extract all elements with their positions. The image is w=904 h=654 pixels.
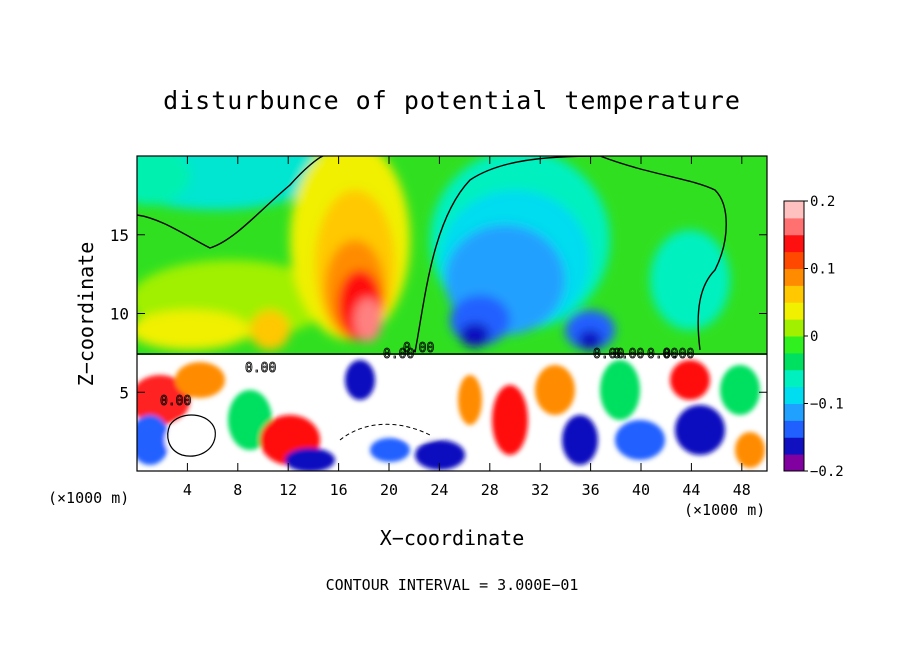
x-tick-label: 48	[733, 481, 751, 499]
contour-line	[414, 156, 727, 353]
contour-labels: 0.000.00 0.000.00 0.000.000.000.00	[160, 341, 695, 410]
x-tick-label: 24	[430, 481, 448, 499]
contour-label: 0.00	[383, 347, 414, 362]
contour-label: 0.00	[245, 361, 276, 376]
x-tick-label: 8	[233, 481, 242, 499]
contour-line	[339, 423, 431, 441]
colorbar-tick-label: −0.1	[810, 397, 844, 413]
contour-interval-note: CONTOUR INTERVAL = 3.000E−01	[325, 576, 579, 594]
y-tick-label: 15	[110, 226, 129, 245]
colorbar-swatch	[784, 352, 804, 371]
contour-label: 0.00	[403, 341, 434, 356]
colorbar-swatch	[784, 201, 804, 219]
x-tick-label: 4	[183, 481, 192, 499]
contour-label: 0.00	[613, 347, 644, 362]
colorbar-swatch	[784, 369, 804, 388]
x-tick-label: 32	[531, 481, 549, 499]
colorbar-swatch	[784, 454, 804, 472]
contour-line	[167, 414, 216, 457]
colorbar-swatch	[784, 268, 804, 286]
x-tick-label: 40	[632, 481, 650, 499]
chart-title: disturbunce of potential temperature	[163, 86, 741, 115]
contour-label: 0.00	[593, 347, 624, 362]
y-tick-label: 5	[119, 383, 129, 402]
y-axis-label: Z−coordinate	[74, 241, 98, 387]
colorbar-swatch	[784, 386, 804, 404]
x-tick-label: 12	[279, 481, 297, 499]
x-unit-left: (×1000 m)	[48, 489, 130, 507]
colorbar-swatch	[784, 420, 804, 438]
contour-line	[137, 156, 324, 249]
y-axis: 5 10 15	[110, 226, 767, 402]
colorbar-swatch	[784, 319, 804, 337]
x-tick-label: 44	[682, 481, 700, 499]
colorbar-swatch	[784, 437, 804, 455]
colorbar-swatch	[784, 403, 804, 421]
colorbar-swatch	[784, 336, 804, 354]
heatmap-field	[137, 156, 767, 471]
y-tick-label: 10	[110, 305, 129, 324]
colorbar-swatch	[784, 285, 804, 303]
x-unit-right: (×1000 m)	[684, 501, 766, 519]
x-axis-label: X−coordinate	[379, 526, 525, 550]
colorbar-swatch	[784, 234, 804, 253]
contour-label: 0.00	[160, 394, 191, 409]
contour-label: 0.00	[663, 347, 694, 362]
colorbar-swatch	[784, 217, 804, 236]
colorbar: 0.2 0.1 0 −0.1 −0.2	[783, 194, 844, 480]
colorbar-swatch	[784, 251, 804, 269]
x-axis: 4 8 12 16 20 24 28 32 36 40 44 48	[183, 156, 751, 499]
colorbar-tick-label: 0.2	[810, 194, 835, 210]
colorbar-tick-label: 0.1	[810, 262, 835, 278]
contour-label: 0.00	[647, 347, 678, 362]
x-tick-label: 20	[380, 481, 398, 499]
x-tick-label: 16	[330, 481, 348, 499]
colorbar-tick-label: 0	[810, 329, 818, 345]
colorbar-swatch	[784, 302, 804, 320]
x-tick-label: 36	[582, 481, 600, 499]
colorbar-tick-label: −0.2	[810, 464, 844, 480]
x-tick-label: 28	[481, 481, 499, 499]
